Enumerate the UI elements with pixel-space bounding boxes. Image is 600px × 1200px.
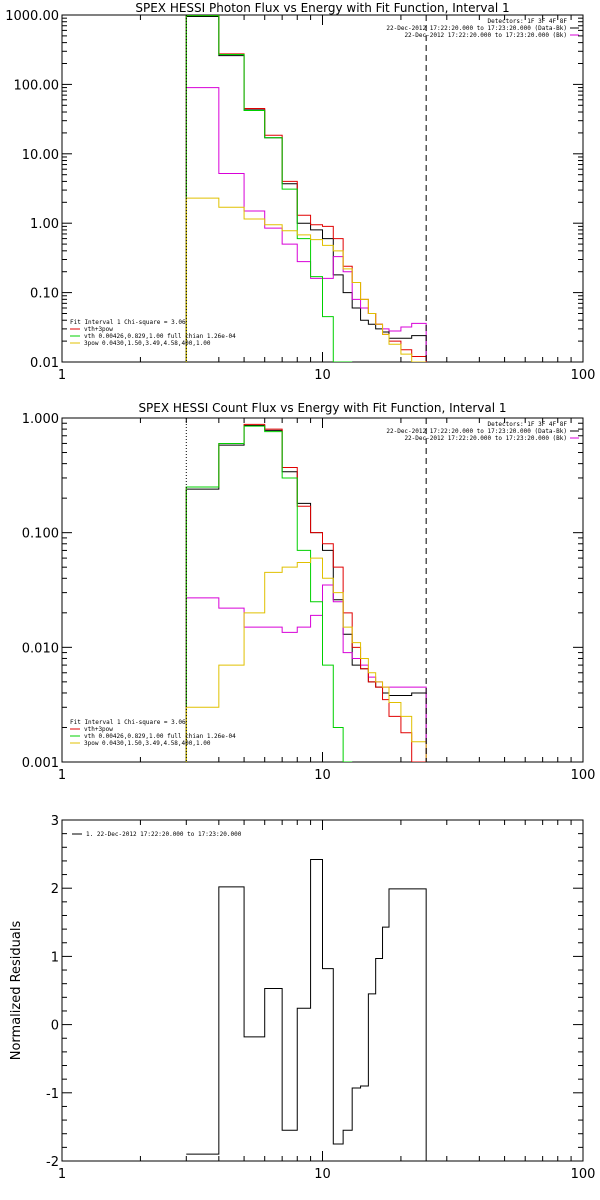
series-line bbox=[185, 15, 353, 362]
y-tick-label: 0.100 bbox=[22, 527, 59, 542]
chart-title: SPEX HESSI Photon Flux vs Energy with Fi… bbox=[135, 1, 509, 15]
y-tick-label: 0 bbox=[51, 1019, 59, 1034]
y-tick-label: 0.10 bbox=[30, 287, 59, 302]
x-tick-label: 1 bbox=[58, 1167, 66, 1182]
x-tick-label: 1 bbox=[58, 368, 66, 383]
legend-entry: 1. 22-Dec-2012 17:22:20.000 to 17:23:20.… bbox=[86, 831, 242, 838]
legend-header: Fit Interval 1 Chi-square = 3.06 bbox=[70, 719, 186, 726]
y-tick-label: -2 bbox=[46, 1155, 59, 1170]
series-line bbox=[185, 423, 427, 762]
y-axis-label: Normalized Residuals bbox=[9, 921, 24, 1061]
chart-panel-2: SPEX HESSI Count Flux vs Energy with Fit… bbox=[22, 401, 596, 783]
chart-panel-3: 1 10 100 -2 -1 0 1 2 3 Normalized Residuals 1. 22-… bbox=[9, 814, 595, 1182]
series-line bbox=[186, 859, 427, 1161]
legend-entry: vth 0.00426,0.829,1.00 full chian 1.26e-… bbox=[84, 333, 236, 340]
series-line bbox=[185, 197, 427, 362]
info-line: 22-Dec-2012 17:22:20.000 to 17:23:20.000… bbox=[404, 435, 567, 442]
x-tick-label: 100 bbox=[571, 1167, 596, 1182]
y-tick-label: 1000.00 bbox=[5, 9, 59, 24]
y-tick-label: 1.00 bbox=[30, 217, 59, 232]
y-tick-label: 0.01 bbox=[30, 356, 59, 371]
x-tick-label: 1 bbox=[58, 768, 66, 783]
info-line: 22-Dec-2012 17:22:20.000 to 17:23:20.000… bbox=[386, 428, 567, 435]
y-tick-label: 1 bbox=[51, 950, 59, 965]
series-line bbox=[185, 15, 427, 362]
legend-header: Fit Interval 1 Chi-square = 3.06 bbox=[70, 319, 186, 326]
legend-entry: vth+3pow bbox=[84, 326, 113, 333]
y-tick-label: 0.001 bbox=[22, 756, 59, 771]
y-tick-label: 0.010 bbox=[22, 641, 59, 656]
x-tick-label: 10 bbox=[314, 768, 331, 783]
series-line bbox=[185, 425, 427, 762]
y-tick-label: 100.00 bbox=[14, 78, 60, 93]
info-line: Detectors: 1F 3F 4F 8F bbox=[488, 18, 568, 25]
x-tick-label: 10 bbox=[314, 368, 331, 383]
y-tick-label: -1 bbox=[46, 1087, 59, 1102]
info-line: Detectors: 1F 3F 4F 8F bbox=[488, 421, 568, 428]
series-line bbox=[185, 557, 427, 762]
legend-entry: vth 0.00426,0.829,1.00 full chian 1.26e-… bbox=[84, 733, 236, 740]
info-line: 22-Dec-2012 17:22:20.000 to 17:23:20.000… bbox=[386, 25, 567, 32]
series-line bbox=[185, 425, 353, 762]
legend-entry: 3pow 0.0430,1.50,3.49,4.58,400,1.00 bbox=[84, 740, 211, 747]
chart-panel-1: SPEX HESSI Photon Flux vs Energy with Fi… bbox=[5, 1, 595, 383]
y-tick-label: 10.00 bbox=[22, 148, 59, 163]
chart-title: SPEX HESSI Count Flux vs Energy with Fit… bbox=[138, 401, 506, 415]
info-line: 22-Dec-2012 17:22:20.000 to 17:23:20.000… bbox=[404, 32, 567, 39]
x-tick-label: 100 bbox=[571, 368, 596, 383]
legend-entry: vth+3pow bbox=[84, 726, 113, 733]
series-line bbox=[185, 16, 427, 362]
x-tick-label: 100 bbox=[571, 768, 596, 783]
y-tick-label: 3 bbox=[51, 814, 59, 829]
y-tick-label: 2 bbox=[51, 882, 59, 897]
y-tick-label: 1.000 bbox=[22, 412, 59, 427]
x-tick-label: 10 bbox=[314, 1167, 331, 1182]
series-line bbox=[185, 87, 427, 362]
legend-entry: 3pow 0.0430,1.50,3.49,4.58,400,1.00 bbox=[84, 340, 211, 347]
